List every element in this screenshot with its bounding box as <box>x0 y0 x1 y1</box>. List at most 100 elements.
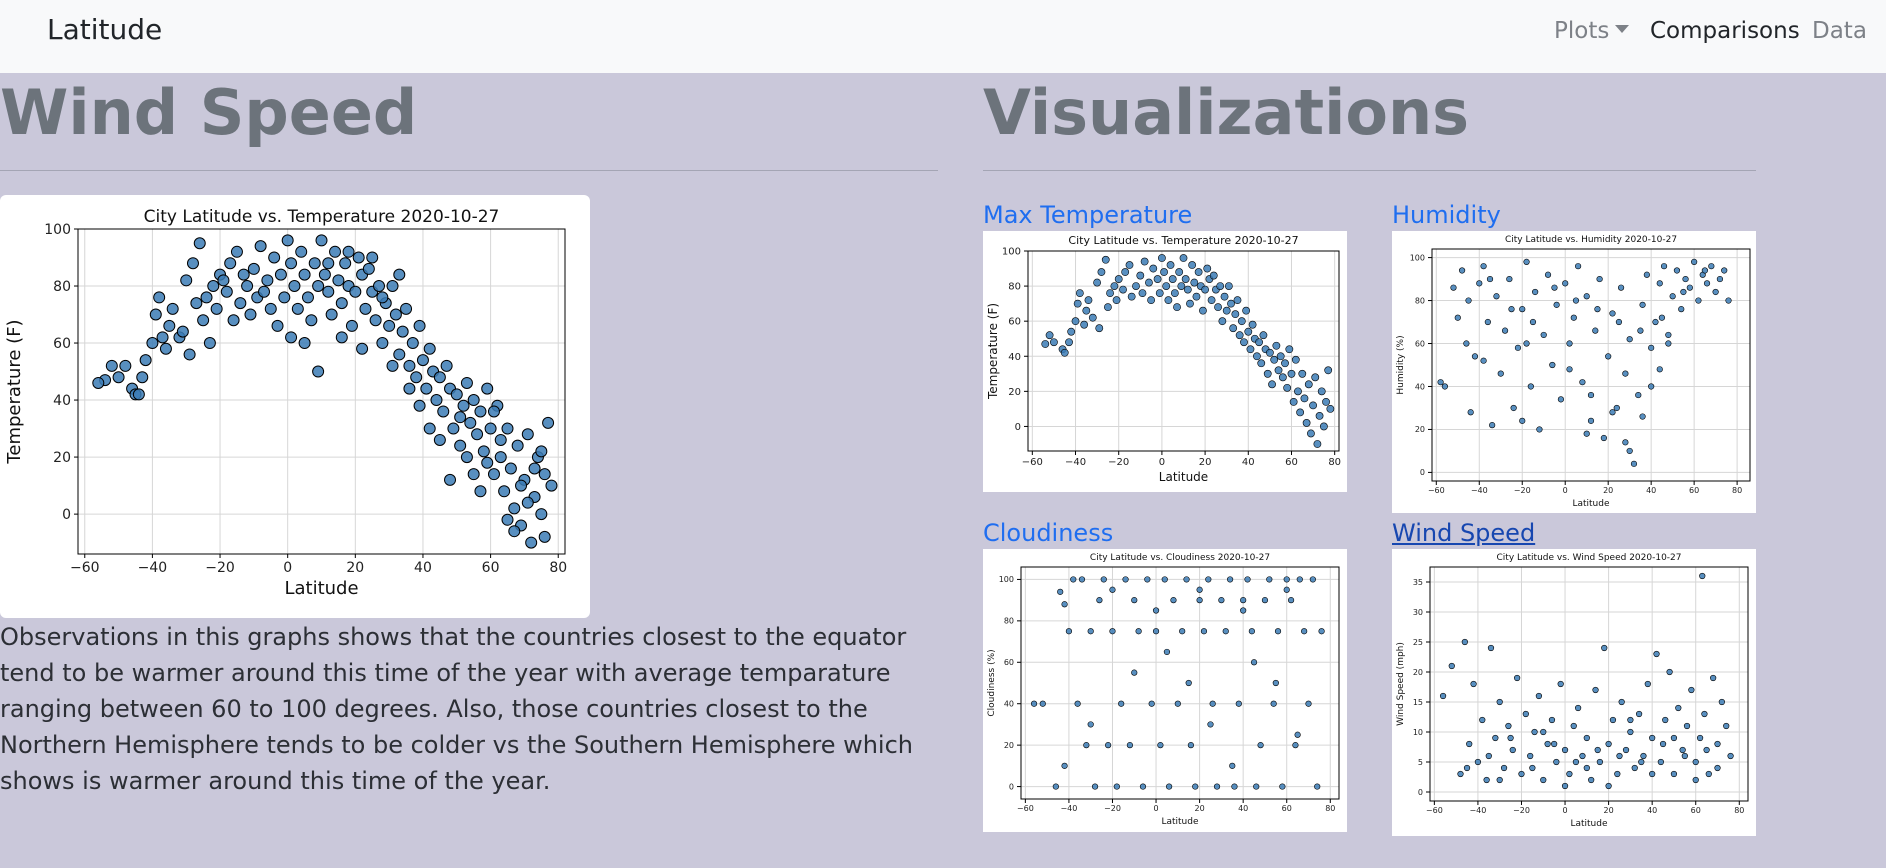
y-tick-label: 100 <box>44 222 71 238</box>
data-point <box>254 240 267 253</box>
data-point <box>1199 306 1207 315</box>
x-tick-label: −60 <box>1017 804 1034 813</box>
data-point <box>1659 740 1667 748</box>
data-point <box>1135 628 1142 635</box>
data-point <box>332 274 345 287</box>
data-point <box>1705 770 1712 778</box>
data-point <box>413 399 426 412</box>
data-point <box>447 422 460 435</box>
y-tick-label: 35 <box>1413 578 1423 587</box>
y-tick-label: 40 <box>1004 700 1014 709</box>
data-point <box>312 280 325 293</box>
data-point <box>1703 280 1711 287</box>
data-point <box>1095 324 1104 333</box>
data-point <box>1566 770 1573 778</box>
x-axis-label: Latitude <box>1570 819 1608 829</box>
data-point <box>180 274 193 287</box>
data-point <box>1557 680 1564 688</box>
data-point <box>1701 267 1708 274</box>
data-point <box>1229 324 1238 333</box>
data-point <box>1153 275 1162 283</box>
data-point <box>217 274 230 287</box>
data-point <box>1644 680 1651 688</box>
data-point <box>210 302 223 315</box>
data-point <box>1691 258 1698 265</box>
data-point <box>504 462 517 475</box>
left-divider <box>0 170 938 171</box>
data-point <box>1592 686 1599 694</box>
max-temperature-link[interactable]: Max Temperature <box>983 201 1193 229</box>
nav-comparisons-link[interactable]: Comparisons <box>1650 18 1800 44</box>
data-point <box>460 451 473 464</box>
data-point <box>1527 383 1534 390</box>
x-tick-label: 80 <box>549 560 567 576</box>
data-point <box>1073 299 1082 308</box>
data-point <box>1270 700 1277 707</box>
y-tick-label: 20 <box>1004 741 1014 750</box>
data-point <box>477 445 490 458</box>
data-point <box>1485 752 1492 760</box>
data-point <box>433 371 446 384</box>
data-point <box>393 268 406 281</box>
data-point <box>291 302 304 315</box>
data-point <box>1060 348 1069 357</box>
y-tick-label: 0 <box>1418 788 1423 797</box>
cloudiness-thumbnail[interactable]: −60 −40 −20 0 20 40 60 80 0 20 40 60 80 100 City Latit… <box>983 549 1347 832</box>
chart-title: City Latitude vs. Temperature 2020-10-27 <box>1068 234 1298 247</box>
cloudiness-link[interactable]: Cloudiness <box>983 519 1114 547</box>
max-temp-thumbnail[interactable]: −60 −40 −20 0 20 40 60 80 0 20 40 60 80 100 City Latit… <box>983 231 1347 492</box>
data-point <box>403 359 416 372</box>
data-point <box>176 325 189 338</box>
data-point <box>1670 734 1678 742</box>
data-point <box>1122 576 1129 583</box>
data-point <box>1463 340 1470 347</box>
nav-data-link[interactable]: Data <box>1812 18 1867 44</box>
wind-speed-link[interactable]: Wind Speed <box>1392 519 1536 547</box>
data-point <box>376 291 389 304</box>
navbar-brand[interactable]: Latitude <box>47 13 163 46</box>
data-point <box>457 399 470 412</box>
humidity-scatter-plot: −60 −40 −20 0 20 40 60 80 0 20 40 60 80 100 City Latit… <box>1396 235 1751 509</box>
data-point <box>396 325 409 338</box>
nav-plots-dropdown[interactable]: Plots <box>1554 18 1630 44</box>
data-point <box>538 468 551 481</box>
data-point <box>1562 280 1569 287</box>
data-point <box>481 382 494 395</box>
data-point <box>285 331 298 344</box>
data-point <box>285 257 298 270</box>
data-point <box>403 382 416 395</box>
data-point <box>1614 770 1621 778</box>
y-tick-label: 25 <box>1413 638 1423 647</box>
data-point <box>1187 742 1194 749</box>
data-point <box>139 354 152 367</box>
data-point <box>1678 306 1685 313</box>
data-point <box>1131 669 1138 676</box>
data-point <box>1605 353 1612 360</box>
data-point <box>1583 293 1590 300</box>
data-point <box>1519 306 1526 313</box>
data-point <box>416 354 429 367</box>
humidity-thumbnail[interactable]: −60 −40 −20 0 20 40 60 80 0 20 40 60 80 100 City Latit… <box>1392 231 1756 513</box>
data-point <box>1681 752 1688 760</box>
x-tick-label: 40 <box>1646 486 1656 495</box>
data-point <box>1281 359 1289 368</box>
y-tick-label: 0 <box>1015 422 1021 433</box>
data-point <box>1274 628 1282 635</box>
data-point <box>1041 340 1050 348</box>
max-temp-scatter-plot: −60 −40 −20 0 20 40 60 80 0 20 40 60 80 100 City Latit… <box>986 234 1341 484</box>
data-point <box>1551 284 1558 291</box>
data-point <box>345 319 358 332</box>
data-point <box>1112 296 1121 305</box>
data-point <box>1448 662 1455 670</box>
data-point <box>1170 597 1177 604</box>
data-point <box>247 262 260 275</box>
data-point <box>1638 758 1645 766</box>
humidity-link[interactable]: Humidity <box>1392 201 1501 229</box>
data-point <box>528 462 541 475</box>
data-point <box>1626 336 1633 343</box>
x-tick-label: 80 <box>1328 457 1341 468</box>
y-tick-label: 40 <box>53 393 71 409</box>
wind-speed-thumbnail[interactable]: −60 −40 −20 0 20 40 60 80 0 5 10 15 20 25 30 35 City Lat… <box>1392 549 1756 836</box>
data-point <box>1289 397 1298 406</box>
data-point <box>1307 429 1315 438</box>
